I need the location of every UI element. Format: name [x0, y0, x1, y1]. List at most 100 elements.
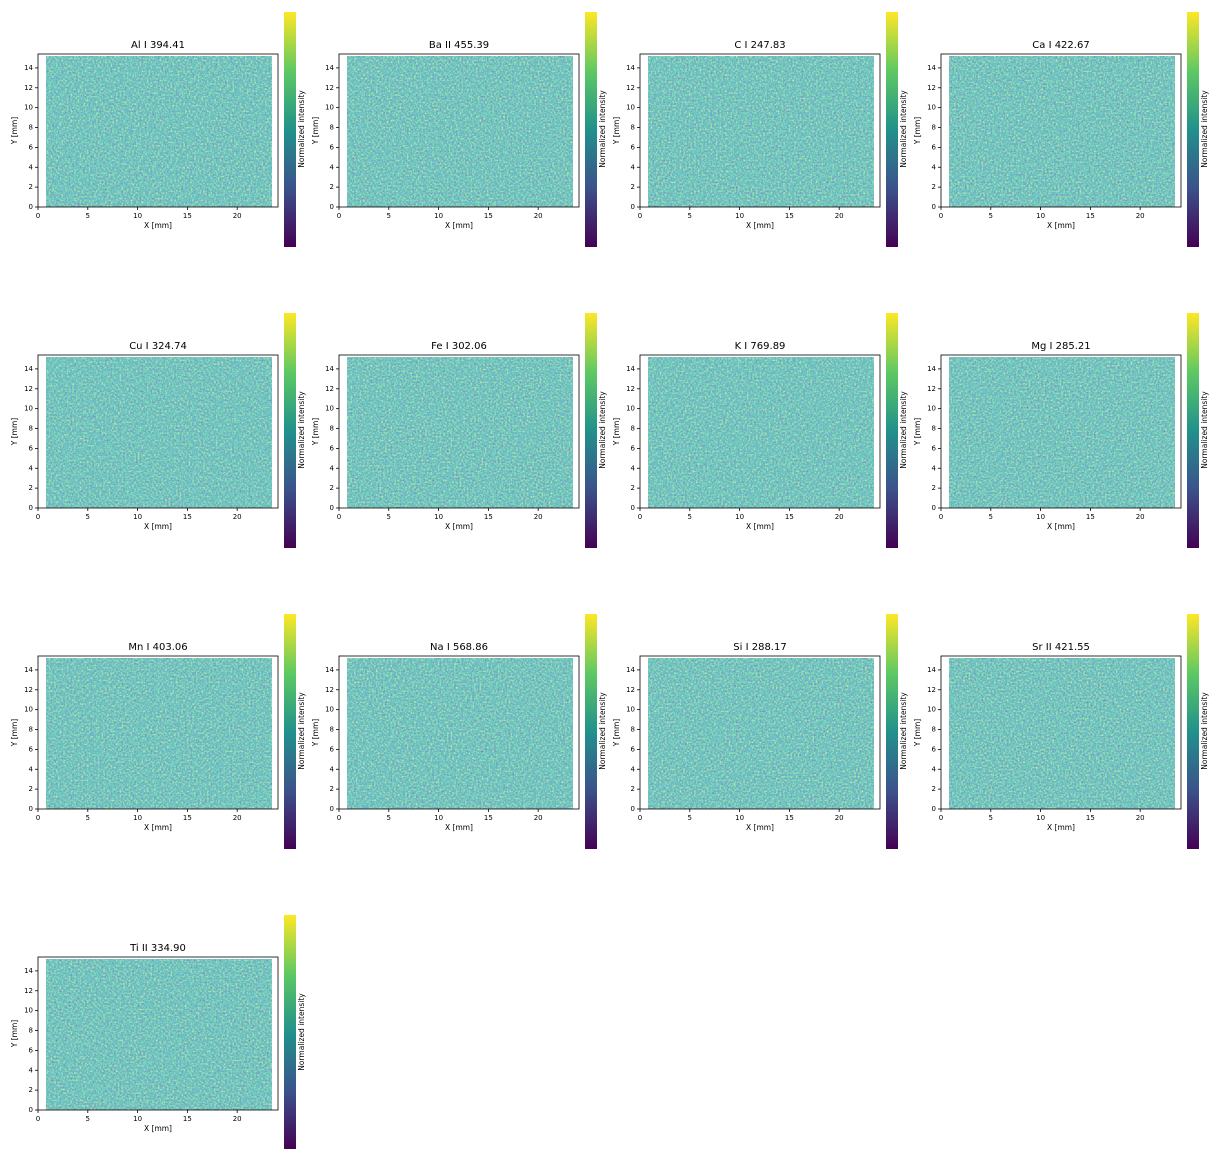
chart-title: Ba II 455.39	[429, 40, 489, 51]
y-tick-label: 2	[29, 183, 33, 191]
y-tick-label: 10	[24, 1007, 33, 1015]
x-tick-label: 0	[939, 513, 943, 521]
y-tick-label: 12	[24, 84, 33, 92]
y-tick-label: 14	[626, 365, 635, 373]
x-tick-label: 5	[86, 513, 90, 521]
x-tick-label: 0	[939, 212, 943, 220]
y-tick-label: 12	[24, 385, 33, 393]
y-tick-label: 12	[24, 686, 33, 694]
y-axis-label: Y [mm]	[612, 719, 621, 748]
y-tick-label: 8	[330, 726, 334, 734]
x-axis-label: X [mm]	[144, 823, 172, 832]
colorbar-label: Normalized intensity	[297, 993, 306, 1071]
x-tick-label: 10	[133, 1115, 142, 1123]
colorbar-label: Normalized intensity	[1200, 391, 1209, 469]
colorbar-label: Normalized intensity	[899, 391, 908, 469]
x-tick-label: 10	[434, 814, 443, 822]
y-tick-label: 8	[29, 124, 33, 132]
y-tick-label: 4	[29, 1066, 34, 1074]
colorbar-label: Normalized intensity	[1200, 90, 1209, 168]
y-tick-label: 4	[29, 464, 34, 472]
x-tick-label: 10	[133, 814, 142, 822]
x-tick-label: 5	[989, 513, 993, 521]
y-tick-label: 12	[626, 385, 635, 393]
colorbar	[886, 12, 898, 247]
y-tick-label: 10	[24, 104, 33, 112]
x-tick-label: 5	[86, 1115, 90, 1123]
y-axis-label: Y [mm]	[10, 719, 19, 748]
x-tick-label: 0	[638, 513, 642, 521]
colorbar	[585, 12, 597, 247]
colorbar-label: Normalized intensity	[1200, 692, 1209, 770]
x-axis-label: X [mm]	[445, 522, 473, 531]
y-tick-label: 10	[927, 405, 936, 413]
y-tick-label: 12	[626, 84, 635, 92]
chart-title: Sr II 421.55	[1032, 642, 1090, 653]
panel: 0510152002468101214Ba II 455.39X [mm]Y […	[311, 12, 607, 247]
y-tick-label: 0	[330, 203, 334, 211]
chart-title: Fe I 302.06	[431, 341, 487, 352]
x-tick-label: 10	[735, 513, 744, 521]
y-tick-label: 12	[325, 84, 334, 92]
x-tick-label: 15	[1086, 212, 1095, 220]
y-axis-label: Y [mm]	[612, 418, 621, 447]
y-tick-label: 14	[325, 64, 334, 72]
x-tick-label: 15	[785, 814, 794, 822]
y-axis-label: Y [mm]	[10, 418, 19, 447]
x-tick-label: 15	[1086, 513, 1095, 521]
y-tick-label: 0	[29, 805, 33, 813]
y-tick-label: 12	[927, 686, 936, 694]
x-tick-label: 20	[835, 513, 844, 521]
x-tick-label: 15	[183, 513, 192, 521]
x-tick-label: 20	[534, 814, 543, 822]
colorbar	[1187, 12, 1199, 247]
x-tick-label: 0	[36, 1115, 40, 1123]
chart-title: Cu I 324.74	[129, 341, 187, 352]
x-tick-label: 10	[735, 814, 744, 822]
x-axis-label: X [mm]	[144, 522, 172, 531]
y-tick-label: 2	[29, 1086, 33, 1094]
y-axis-label: Y [mm]	[10, 117, 19, 146]
y-tick-label: 10	[325, 706, 334, 714]
colorbar-label: Normalized intensity	[598, 391, 607, 469]
map-texture	[648, 357, 874, 508]
x-tick-label: 5	[989, 212, 993, 220]
x-tick-label: 0	[337, 513, 341, 521]
y-tick-label: 12	[325, 686, 334, 694]
x-tick-label: 15	[1086, 814, 1095, 822]
y-axis-label: Y [mm]	[913, 418, 922, 447]
map-texture	[949, 56, 1175, 207]
y-tick-label: 6	[330, 745, 335, 753]
y-tick-label: 2	[631, 183, 635, 191]
colorbar-label: Normalized intensity	[297, 90, 306, 168]
x-tick-label: 15	[183, 814, 192, 822]
colorbar-label: Normalized intensity	[598, 692, 607, 770]
y-tick-label: 2	[330, 785, 334, 793]
x-tick-label: 5	[688, 513, 692, 521]
x-tick-label: 10	[434, 513, 443, 521]
x-tick-label: 5	[387, 513, 391, 521]
y-tick-label: 6	[330, 444, 335, 452]
x-tick-label: 10	[133, 513, 142, 521]
y-tick-label: 10	[626, 104, 635, 112]
chart-title: Ca I 422.67	[1032, 40, 1089, 51]
chart-title: Si I 288.17	[733, 642, 786, 653]
x-tick-label: 5	[86, 814, 90, 822]
y-tick-label: 8	[330, 425, 334, 433]
x-tick-label: 0	[939, 814, 943, 822]
x-tick-label: 10	[1036, 212, 1045, 220]
x-tick-label: 5	[989, 814, 993, 822]
y-tick-label: 2	[29, 785, 33, 793]
y-tick-label: 6	[932, 143, 937, 151]
y-tick-label: 4	[330, 163, 335, 171]
colorbar	[886, 313, 898, 548]
y-tick-label: 4	[631, 163, 636, 171]
x-axis-label: X [mm]	[445, 823, 473, 832]
x-axis-label: X [mm]	[1047, 221, 1075, 230]
